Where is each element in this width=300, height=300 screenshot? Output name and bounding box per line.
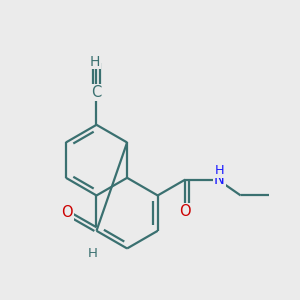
Text: O: O [61, 205, 73, 220]
Text: H: H [88, 247, 98, 260]
Text: O: O [179, 204, 191, 219]
Text: H: H [90, 55, 100, 69]
Text: N: N [214, 172, 225, 187]
Text: C: C [92, 85, 102, 100]
Text: H: H [214, 164, 224, 177]
